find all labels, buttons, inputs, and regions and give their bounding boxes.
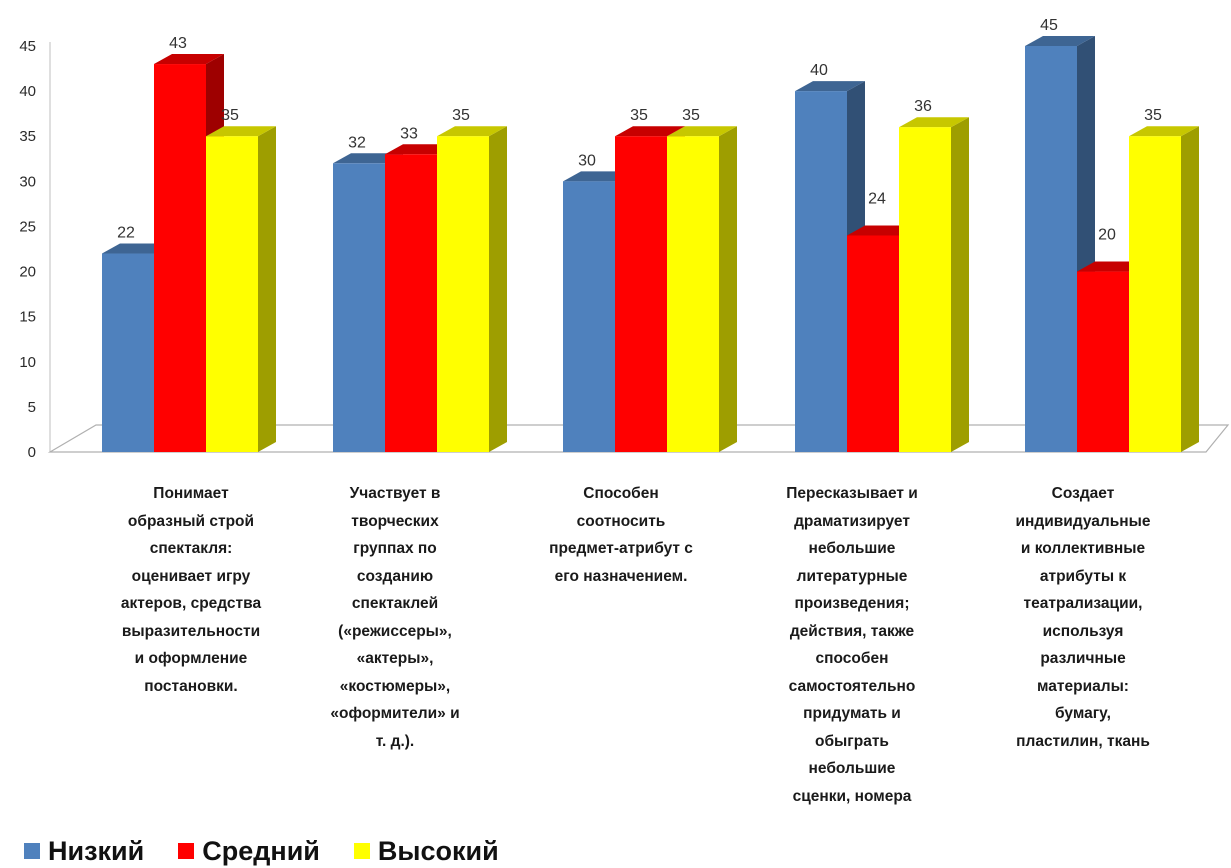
- data-label: 20: [1098, 227, 1116, 244]
- legend-item[interactable]: Высокий: [353, 836, 499, 866]
- bar-Средний: [847, 235, 899, 452]
- data-label: 36: [914, 98, 932, 115]
- y-tick-label: 45: [19, 38, 36, 55]
- bar-Высокий: [667, 136, 719, 452]
- y-tick-label: 10: [19, 354, 36, 371]
- y-tick-label: 20: [19, 264, 36, 281]
- x-category-label: Понимает образный строй спектакля: оцени…: [120, 485, 262, 695]
- bar-Низкий: [1025, 46, 1077, 452]
- legend-label: Средний: [202, 836, 320, 866]
- y-tick-label: 40: [19, 83, 36, 100]
- x-category-label: Пересказывает и драматизирует небольшие …: [786, 485, 918, 805]
- legend-swatch: [178, 843, 195, 859]
- bar-top-Высокий: [899, 117, 969, 128]
- bar-top-Высокий: [1129, 126, 1199, 137]
- y-tick-label: 30: [19, 173, 36, 190]
- bar-Низкий: [795, 91, 847, 452]
- bar-top-Средний: [615, 126, 685, 137]
- data-label: 35: [630, 107, 648, 124]
- bar-Низкий: [333, 163, 385, 453]
- data-label: 35: [452, 107, 470, 124]
- bar-Средний: [385, 154, 437, 452]
- data-label: 45: [1040, 17, 1058, 34]
- bar-Низкий: [563, 181, 615, 453]
- bar-top-Средний: [154, 54, 224, 65]
- bar-Высокий: [899, 127, 951, 452]
- bar-Высокий: [1129, 136, 1181, 452]
- y-tick-label: 5: [28, 399, 36, 416]
- x-category-label: Способен соотносить предмет-атрибут с ег…: [549, 485, 693, 585]
- data-label: 35: [221, 107, 239, 124]
- data-label: 24: [868, 190, 886, 207]
- legend-item[interactable]: Средний: [178, 836, 320, 866]
- bar-Средний: [615, 136, 667, 452]
- bar-side-Высокий: [258, 126, 276, 452]
- x-category-label: Участвует в творческих группах по создан…: [330, 485, 460, 750]
- bar-side-Высокий: [951, 117, 969, 452]
- legend-label: Высокий: [377, 836, 499, 866]
- bar-top-Высокий: [206, 126, 276, 137]
- x-category-label: Создает индивидуальные и коллективные ат…: [1015, 485, 1151, 750]
- bar-side-Высокий: [489, 126, 507, 452]
- bar-top-Низкий: [1025, 36, 1095, 46]
- data-label: 40: [810, 62, 828, 79]
- data-label: 22: [117, 225, 135, 242]
- bar-top-Высокий: [437, 126, 507, 137]
- y-tick-label: 25: [19, 218, 36, 235]
- y-tick-label: 0: [28, 444, 36, 461]
- bar-top-Низкий: [795, 81, 865, 92]
- data-label: 43: [169, 35, 187, 52]
- legend-item[interactable]: Низкий: [24, 836, 144, 866]
- legend-swatch: [353, 843, 370, 859]
- bar-Средний: [154, 64, 206, 453]
- data-label: 33: [400, 125, 418, 142]
- legend-swatch: [24, 843, 40, 859]
- bar-side-Высокий: [719, 126, 737, 452]
- y-tick-label: 35: [19, 128, 36, 145]
- bar-Высокий: [437, 136, 489, 452]
- bar-side-Высокий: [1181, 126, 1199, 452]
- bar-Высокий: [206, 136, 258, 452]
- bar-Низкий: [102, 253, 154, 452]
- y-tick-label: 15: [19, 309, 36, 326]
- data-label: 35: [682, 107, 700, 124]
- chart-legend: Низкий Средний Высокий: [24, 836, 499, 866]
- bar-Средний: [1077, 271, 1129, 452]
- data-label: 32: [348, 134, 366, 151]
- data-label: 30: [578, 152, 596, 169]
- legend-label: Низкий: [48, 836, 145, 866]
- bar-top-Высокий: [667, 126, 737, 137]
- data-label: 35: [1144, 107, 1162, 124]
